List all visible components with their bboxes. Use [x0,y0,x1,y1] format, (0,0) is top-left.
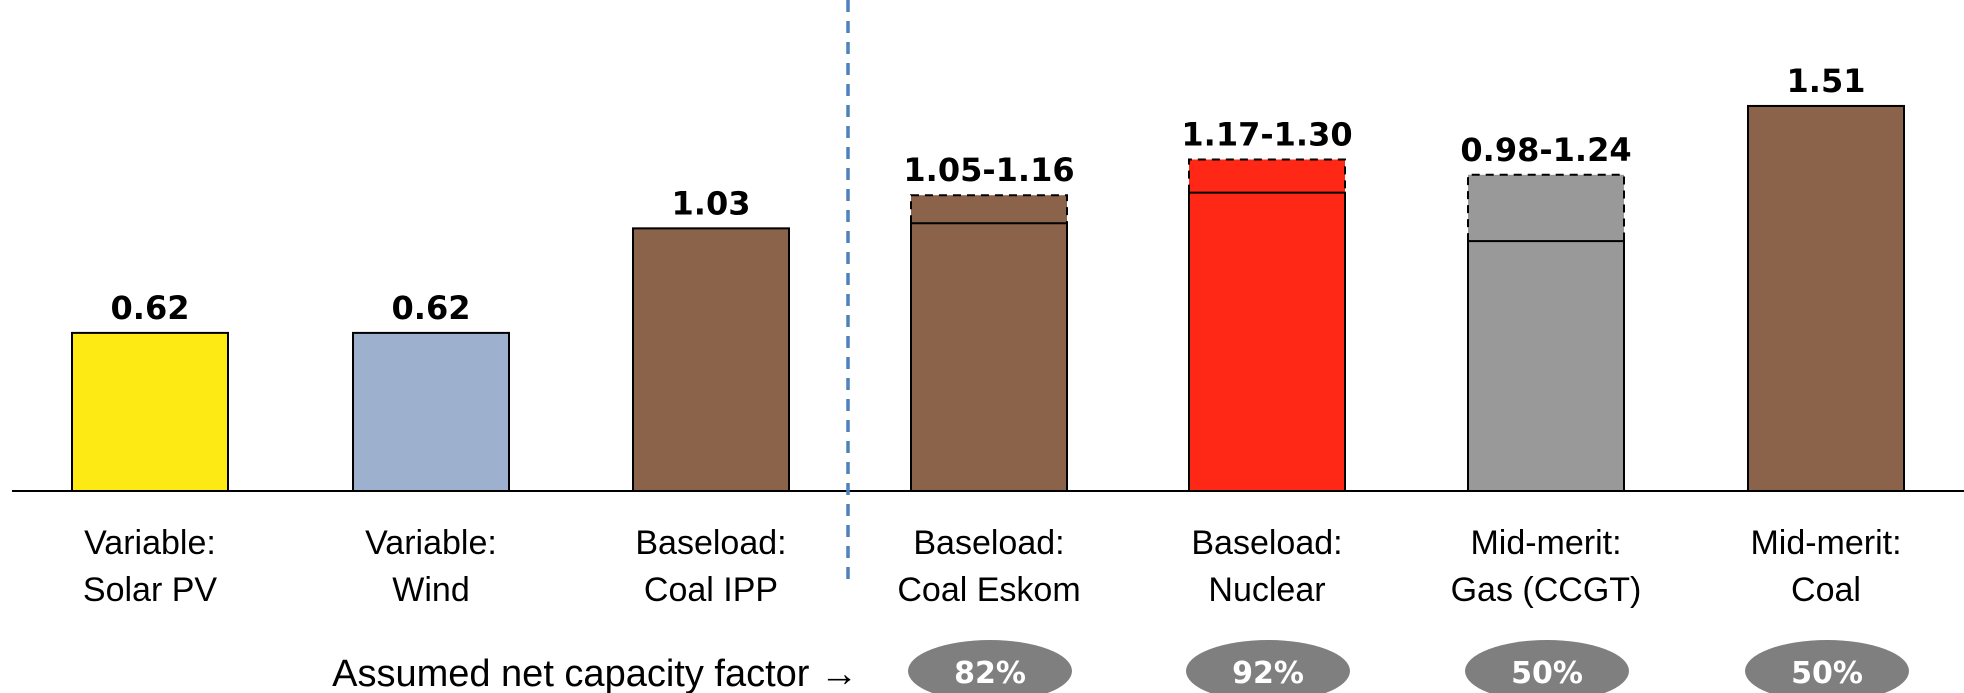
category-label-line1-5: Mid-merit: [1470,524,1621,562]
capacity-factor-value-4: 92% [1232,656,1304,691]
category-label-line2-6: Coal [1791,571,1861,609]
capacity-factor-badge-4 [1186,640,1350,693]
bar-0 [72,332,228,491]
capacity-factor-value-5: 50% [1511,656,1583,691]
capacity-factor-value-3: 82% [954,656,1026,691]
category-label-line2-0: Solar PV [83,571,217,609]
value-label-3: 1.05-1.16 [903,151,1074,189]
value-label-0: 0.62 [111,289,190,327]
value-label-5: 0.98-1.24 [1460,131,1631,169]
category-label-line1-2: Baseload: [635,524,786,562]
capacity-factor-value-6: 50% [1791,656,1863,691]
bar-1 [353,332,509,491]
value-label-1: 0.62 [392,289,471,327]
value-label-6: 1.51 [1787,62,1866,100]
bar-6 [1748,105,1904,491]
bars-layer [71,104,1905,492]
capacity-factor-badge-6 [1745,640,1909,693]
category-label-line2-1: Wind [392,571,469,609]
capacity-factor-badge-3 [908,640,1072,693]
value-label-2: 1.03 [672,184,751,222]
category-label-line1-1: Variable: [365,524,497,562]
bar-4 [1189,159,1345,491]
category-label-line2-4: Nuclear [1208,571,1325,609]
bar-range-outline-5 [1467,173,1625,242]
category-label-line2-2: Coal IPP [644,571,778,609]
bar-range-outline-3 [910,194,1068,224]
bar-3 [911,195,1067,491]
bar-5 [1468,174,1624,492]
value-label-4: 1.17-1.30 [1181,116,1352,154]
category-label-line1-6: Mid-merit: [1750,524,1901,562]
bar-2 [633,228,789,491]
capacity-factor-caption: Assumed net capacity factor → [332,653,858,693]
capacity-factor-layer: 82% 92% 50% 50% [908,640,1909,693]
category-label-line1-0: Variable: [84,524,216,562]
category-label-line1-3: Baseload: [913,524,1064,562]
bar-range-outline-4 [1188,158,1346,193]
labels-layer: 0.62 Variable: Solar PV 0.62 Variable: Wind 1.… [83,62,1902,609]
category-label-line2-3: Coal Eskom [897,571,1080,609]
category-label-line1-4: Baseload: [1191,524,1342,562]
capacity-factor-badge-5 [1465,640,1629,693]
category-label-line2-5: Gas (CCGT) [1451,571,1642,609]
